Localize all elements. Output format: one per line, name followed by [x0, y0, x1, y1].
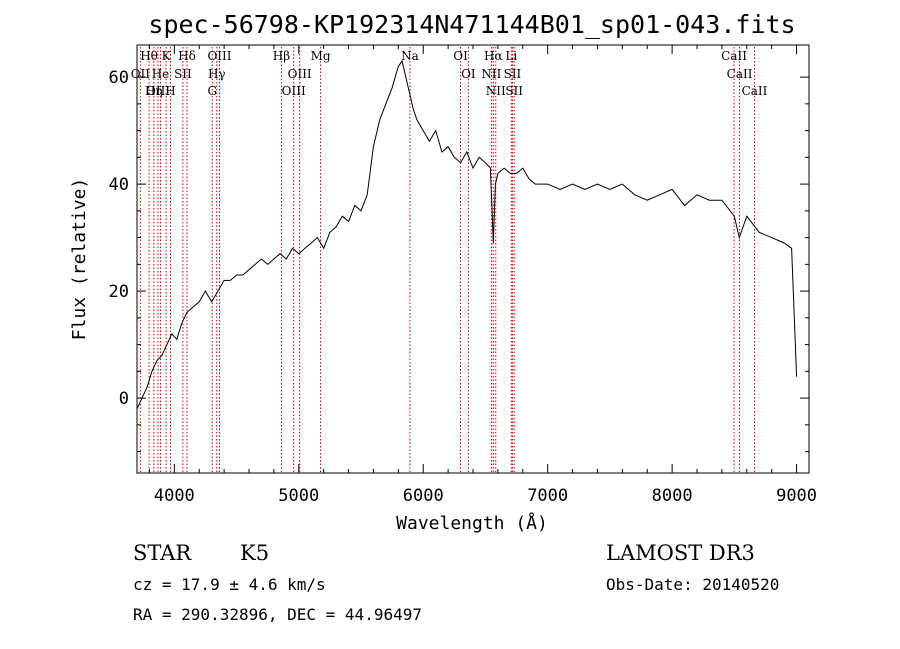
plot-frame	[136, 44, 810, 474]
coordinates: RA = 290.32896, DEC = 44.96497	[133, 605, 422, 624]
line-marker-label: CaII	[742, 84, 768, 98]
line-marker-label: Hδ	[178, 49, 196, 63]
line-marker-label: SII	[174, 67, 192, 81]
x-tick-label: 9000	[776, 486, 817, 506]
line-marker-label: Hα	[484, 49, 503, 63]
series-line-flux	[136, 59, 798, 410]
line-marker-label: OIII	[207, 49, 231, 63]
object-class: STAR	[133, 541, 192, 565]
line-marker-label: OIII	[282, 84, 306, 98]
redshift-cz: cz = 17.9 ± 4.6 km/s	[133, 575, 326, 594]
line-marker-label: H	[165, 84, 175, 98]
line-marker-label: Hγ	[208, 67, 226, 81]
observation-date: Obs-Date: 20140520	[606, 575, 779, 594]
line-marker-label: Mg	[311, 49, 331, 63]
line-marker-label: NII	[481, 67, 501, 81]
x-tick-label: 7000	[527, 486, 568, 506]
y-axis-ticks: 0 20 40 60	[109, 68, 809, 453]
line-marker-label: SII	[504, 67, 522, 81]
x-axis-ticks: 4000 5000 6000 7000 8000 9000	[148, 45, 817, 506]
y-tick-label: 60	[109, 68, 129, 88]
emission-line-markers	[139, 47, 755, 473]
y-tick-label: 20	[109, 282, 129, 302]
line-marker-label: OI	[453, 49, 468, 63]
line-marker-label: Hβ	[273, 49, 290, 63]
line-marker-label: SII	[505, 84, 523, 98]
line-marker-label: G	[207, 84, 217, 98]
x-tick-label: 5000	[278, 486, 319, 506]
line-marker-label: CaII	[727, 67, 753, 81]
line-marker-label: He	[152, 67, 170, 81]
line-marker-label: NII	[486, 84, 506, 98]
line-marker-label: Na	[401, 49, 419, 63]
x-tick-label: 8000	[652, 486, 693, 506]
x-axis-label: Wavelength (Å)	[396, 512, 548, 534]
line-marker-label: OI	[461, 67, 476, 81]
line-marker-label: Hη	[145, 84, 163, 98]
line-marker-label: K	[162, 49, 172, 63]
line-marker-label: OIII	[146, 84, 170, 98]
line-marker-label: Hθ	[140, 49, 158, 63]
survey-name: LAMOST DR3	[606, 541, 755, 565]
line-marker-label: OIII	[288, 67, 312, 81]
line-marker-label: Li	[505, 49, 517, 63]
y-axis-label: Flux (relative)	[69, 178, 90, 341]
x-tick-label: 4000	[154, 486, 195, 506]
y-tick-label: 0	[119, 389, 129, 409]
x-tick-label: 6000	[403, 486, 444, 506]
chart-title: spec-56798-KP192314N471144B01_sp01-043.f…	[148, 10, 795, 39]
y-tick-label: 40	[109, 175, 129, 195]
line-marker-label: OII	[131, 67, 151, 81]
object-subclass: K5	[240, 541, 269, 565]
line-marker-label: CaII	[721, 49, 747, 63]
